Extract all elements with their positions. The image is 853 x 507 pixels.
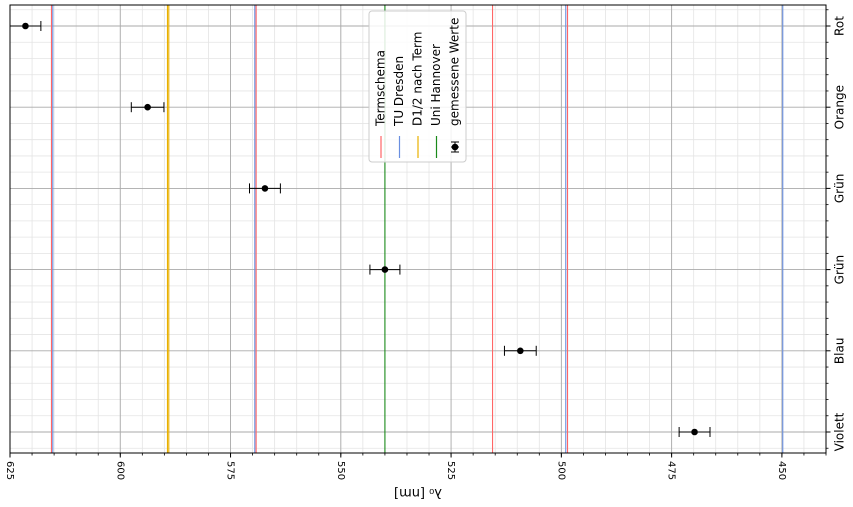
x-tick-label: 525: [445, 461, 456, 480]
y-tick-label: Grün: [833, 174, 847, 203]
measured-points: [22, 22, 698, 436]
y-tick-label: Grün: [833, 255, 847, 284]
y-tick-label: Violett: [833, 412, 847, 451]
legend-label: gemessene Werte: [448, 18, 462, 126]
x-tick-label: 575: [225, 461, 236, 480]
y-tick-label: Rot: [833, 16, 847, 36]
y-tick-label: Orange: [833, 85, 847, 129]
reference-lines: [50, 5, 784, 453]
x-axis-label: λ₀ [nm]: [394, 485, 442, 500]
plot-frame: [9, 4, 827, 454]
data-point: [691, 428, 698, 436]
legend-label: TU Dresden: [392, 56, 406, 127]
data-point: [22, 22, 29, 30]
legend-frame: [368, 10, 467, 163]
data-point: [144, 103, 151, 111]
legend: Termschema TU Dresden D1/2 nach Term Uni Ha…: [368, 10, 467, 163]
x-tick-label: 625: [4, 461, 15, 480]
legend-label: Termschema: [374, 50, 388, 127]
x-axis: 625 600 575 550 525 500 475 450: [4, 453, 827, 480]
major-grid: [9, 5, 826, 453]
legend-label: Uni Hannover: [429, 44, 443, 126]
y-tick-label: Blau: [833, 338, 847, 365]
legend-label: D1/2 nach Term: [411, 32, 425, 126]
x-tick-label: 500: [555, 461, 566, 480]
x-tick-label: 450: [776, 461, 787, 480]
x-tick-label: 475: [666, 461, 677, 480]
y-axis: Violett Blau Grün Grün Orange Rot: [826, 9, 847, 451]
data-point: [517, 347, 524, 355]
x-tick-label: 600: [114, 461, 125, 480]
data-point: [261, 185, 269, 192]
legend-entries: Termschema TU Dresden D1/2 nach Term Uni Ha…: [374, 18, 462, 158]
data-point: [381, 266, 389, 273]
legend-point-swatch: [451, 143, 459, 151]
x-tick-label: 550: [335, 461, 346, 480]
